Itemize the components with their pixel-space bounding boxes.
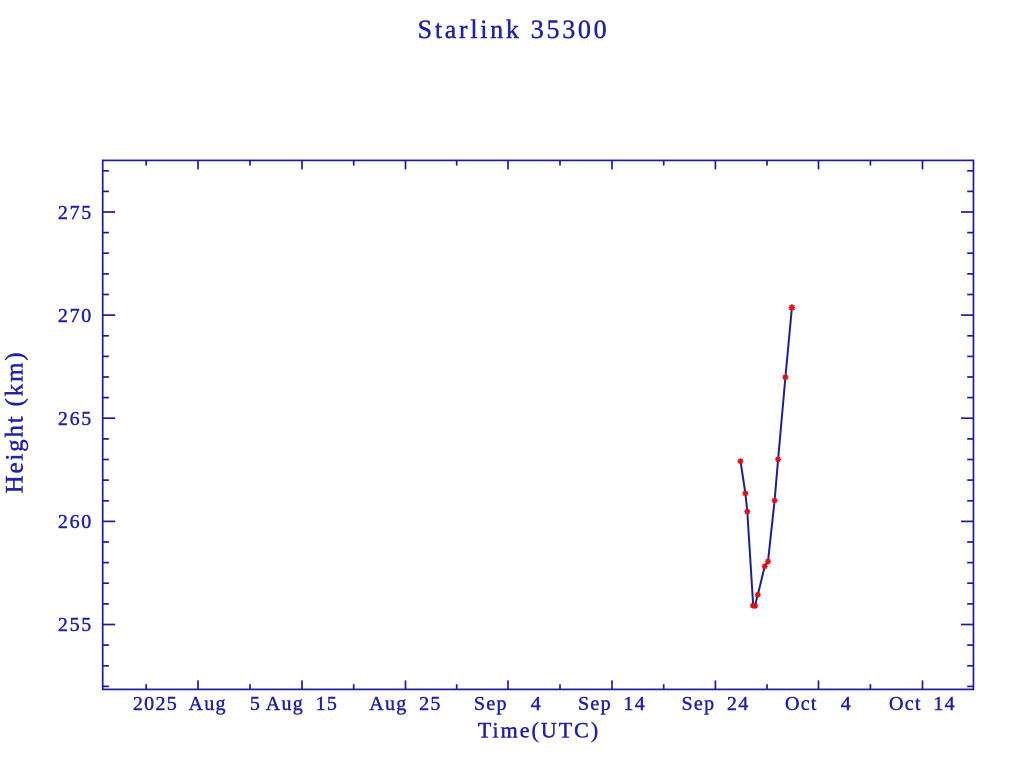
- svg-text:Aug 15: Aug 15: [266, 693, 338, 715]
- svg-text:Sep 24: Sep 24: [682, 693, 750, 715]
- svg-text:255: 255: [58, 614, 93, 636]
- svg-text:2025 Aug 5: 2025 Aug 5: [133, 693, 261, 715]
- svg-text:Oct 4: Oct 4: [785, 693, 852, 715]
- svg-text:275: 275: [58, 202, 93, 224]
- svg-text:265: 265: [58, 408, 93, 430]
- svg-text:Sep 4: Sep 4: [474, 693, 542, 715]
- svg-text:Time(UTC): Time(UTC): [478, 718, 600, 743]
- svg-text:Starlink 35300: Starlink 35300: [418, 15, 610, 44]
- svg-text:Height (km): Height (km): [2, 351, 29, 494]
- svg-text:Oct 14: Oct 14: [889, 693, 956, 715]
- svg-text:270: 270: [58, 305, 93, 327]
- svg-text:260: 260: [58, 511, 93, 533]
- svg-text:Sep 14: Sep 14: [578, 693, 646, 715]
- svg-text:Aug 25: Aug 25: [369, 693, 441, 715]
